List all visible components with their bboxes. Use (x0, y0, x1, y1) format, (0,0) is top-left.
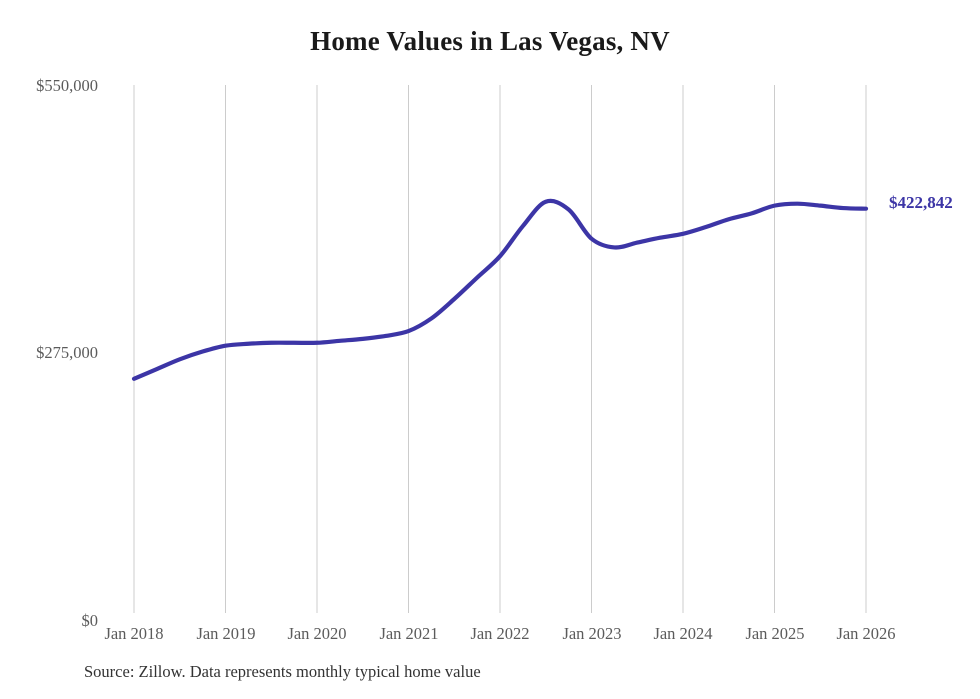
source-note: Source: Zillow. Data represents monthly … (84, 662, 481, 681)
x-axis-tick-label-1: Jan 2019 (196, 624, 256, 643)
x-axis-tick-label-8: Jan 2026 (836, 624, 896, 643)
data-line-series-typical-home-value (131, 198, 869, 381)
y-axis-tick-label-1: $275,000 (36, 343, 98, 362)
x-axis-tick-label-5: Jan 2023 (562, 624, 622, 643)
end-value-annotation: $422,842 (889, 193, 953, 212)
y-axis-tick-label-0: $550,000 (36, 76, 98, 95)
gridlines (133, 85, 867, 613)
x-axis-tick-label-4: Jan 2022 (470, 624, 530, 643)
x-axis-tick-label-2: Jan 2020 (287, 624, 347, 643)
x-axis-tick-label-6: Jan 2024 (653, 624, 713, 643)
x-axis-tick-label-7: Jan 2025 (745, 624, 805, 643)
y-axis-tick-label-2: $0 (81, 611, 99, 630)
x-axis-tick-label-0: Jan 2018 (104, 624, 164, 643)
x-axis-tick-label-3: Jan 2021 (379, 624, 439, 643)
chart-title: Home Values in Las Vegas, NV (310, 26, 670, 56)
